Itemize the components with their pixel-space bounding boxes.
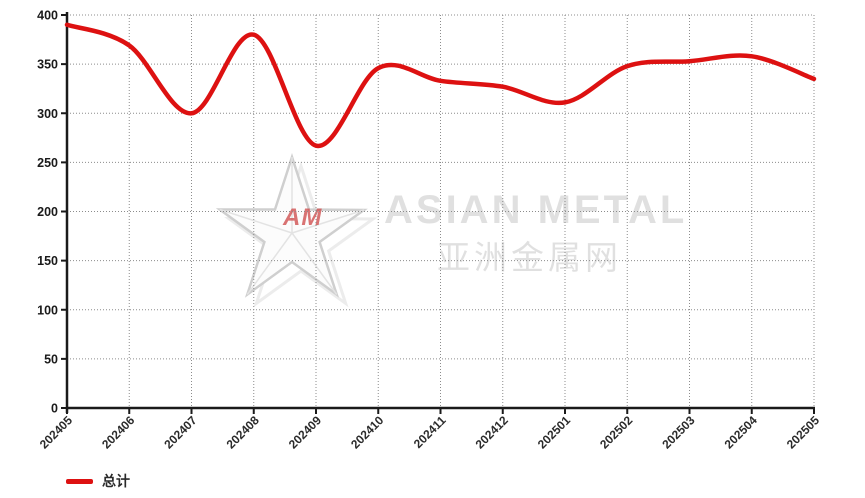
x-tick-label: 202405 (37, 413, 75, 451)
x-tick-label: 202407 (161, 413, 199, 451)
y-tick-label: 100 (37, 303, 58, 317)
x-tick-label: 202411 (411, 413, 449, 451)
x-tick-label: 202409 (286, 413, 324, 451)
x-tick-label: 202502 (597, 413, 635, 451)
x-tick-label: 202504 (722, 413, 760, 451)
watermark-brand-cn: 亚洲金属网 (437, 239, 622, 276)
star-bevel-lines (219, 157, 365, 295)
asian-metal-star-logo (215, 152, 378, 308)
x-tick-label: 202410 (348, 413, 386, 451)
y-tick-label: 150 (37, 254, 58, 268)
watermark-am-initials: AM (283, 204, 323, 231)
y-tick-label: 300 (37, 107, 58, 121)
legend-label: 总计 (102, 473, 130, 489)
series-line-总计 (64, 22, 817, 148)
x-tick-label: 202412 (473, 413, 511, 451)
y-tick-label: 50 (44, 352, 58, 366)
y-tick-label: 200 (37, 205, 58, 219)
legend: 总计 (66, 474, 130, 488)
x-tick-label: 202505 (784, 413, 822, 451)
watermark-brand-en: ASIAN METAL (384, 188, 688, 232)
y-tick-label: 350 (37, 58, 58, 72)
y-tick-label: 250 (37, 156, 58, 170)
x-tick-label: 202408 (224, 413, 262, 451)
y-tick-label: 0 (51, 402, 58, 416)
x-tick-label: 202501 (535, 413, 573, 451)
legend-line-swatch (66, 478, 93, 484)
y-tick-label: 400 (37, 9, 58, 23)
x-tick-label: 202503 (659, 413, 697, 451)
x-tick-label: 202406 (99, 413, 137, 451)
